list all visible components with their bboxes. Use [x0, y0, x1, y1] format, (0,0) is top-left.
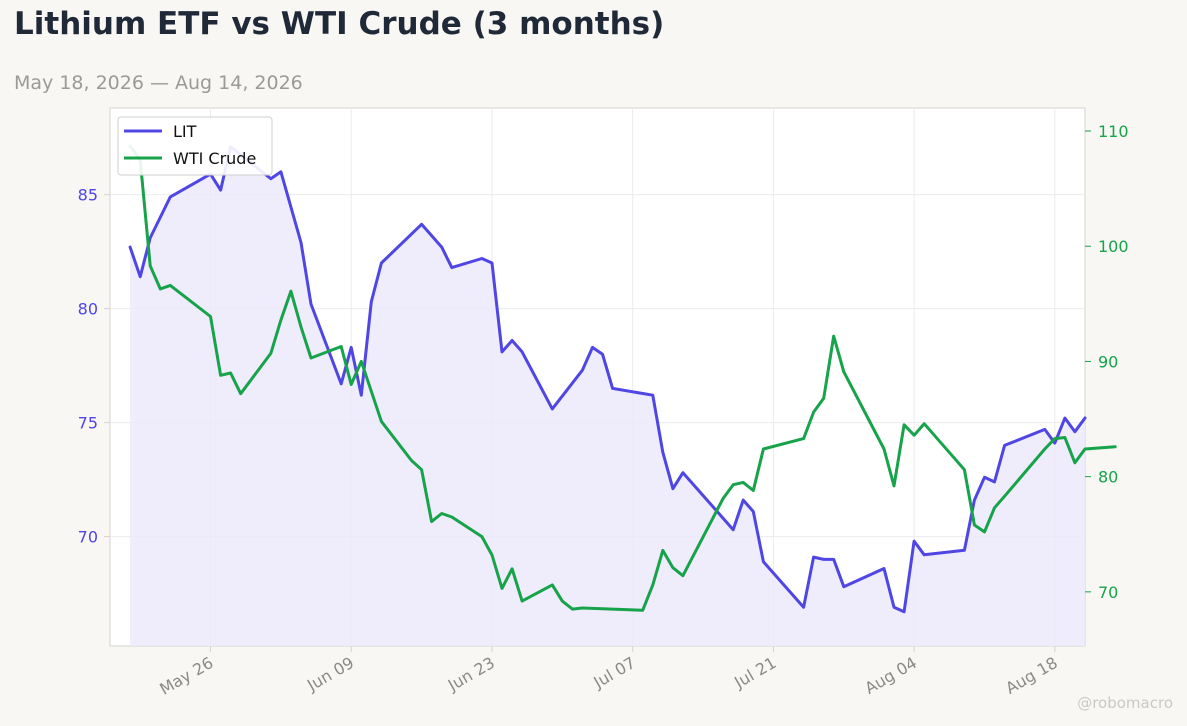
x-tick-label: Jun 09: [303, 653, 357, 695]
chart-subtitle: May 18, 2026 — Aug 14, 2026: [14, 72, 303, 94]
y-left-tick-label: 75: [78, 414, 98, 433]
y-right-tick-label: 90: [1098, 352, 1118, 371]
x-tick-label: Jul 21: [730, 653, 779, 692]
series-layer: [128, 144, 1117, 647]
series-line-wti: [128, 144, 1117, 612]
legend-label: LIT: [173, 122, 197, 141]
y-left-tick-label: 70: [78, 528, 98, 547]
y-left-tick-label: 85: [78, 186, 98, 205]
y-right-tick-label: 80: [1098, 468, 1118, 487]
series-line-lit: [128, 145, 1087, 614]
x-tick-label: Jul 07: [590, 653, 639, 692]
y-right-tick-label: 100: [1098, 237, 1129, 256]
y-left-tick-label: 80: [78, 300, 98, 319]
x-tick-label: Aug 18: [1002, 653, 1061, 698]
series-area-lit: [130, 146, 1086, 647]
legend-label: WTI Crude: [173, 149, 256, 168]
x-tick-label: Jun 23: [444, 653, 498, 695]
watermark: @robomacro: [1077, 694, 1173, 712]
x-tick-label: May 26: [156, 653, 216, 699]
y-right-tick-label: 70: [1098, 583, 1118, 602]
x-tick-label: Aug 04: [862, 653, 921, 698]
y-right-tick-label: 110: [1098, 122, 1129, 141]
chart-title: Lithium ETF vs WTI Crude (3 months): [14, 6, 665, 42]
legend: LIT WTI Crude: [117, 116, 273, 176]
